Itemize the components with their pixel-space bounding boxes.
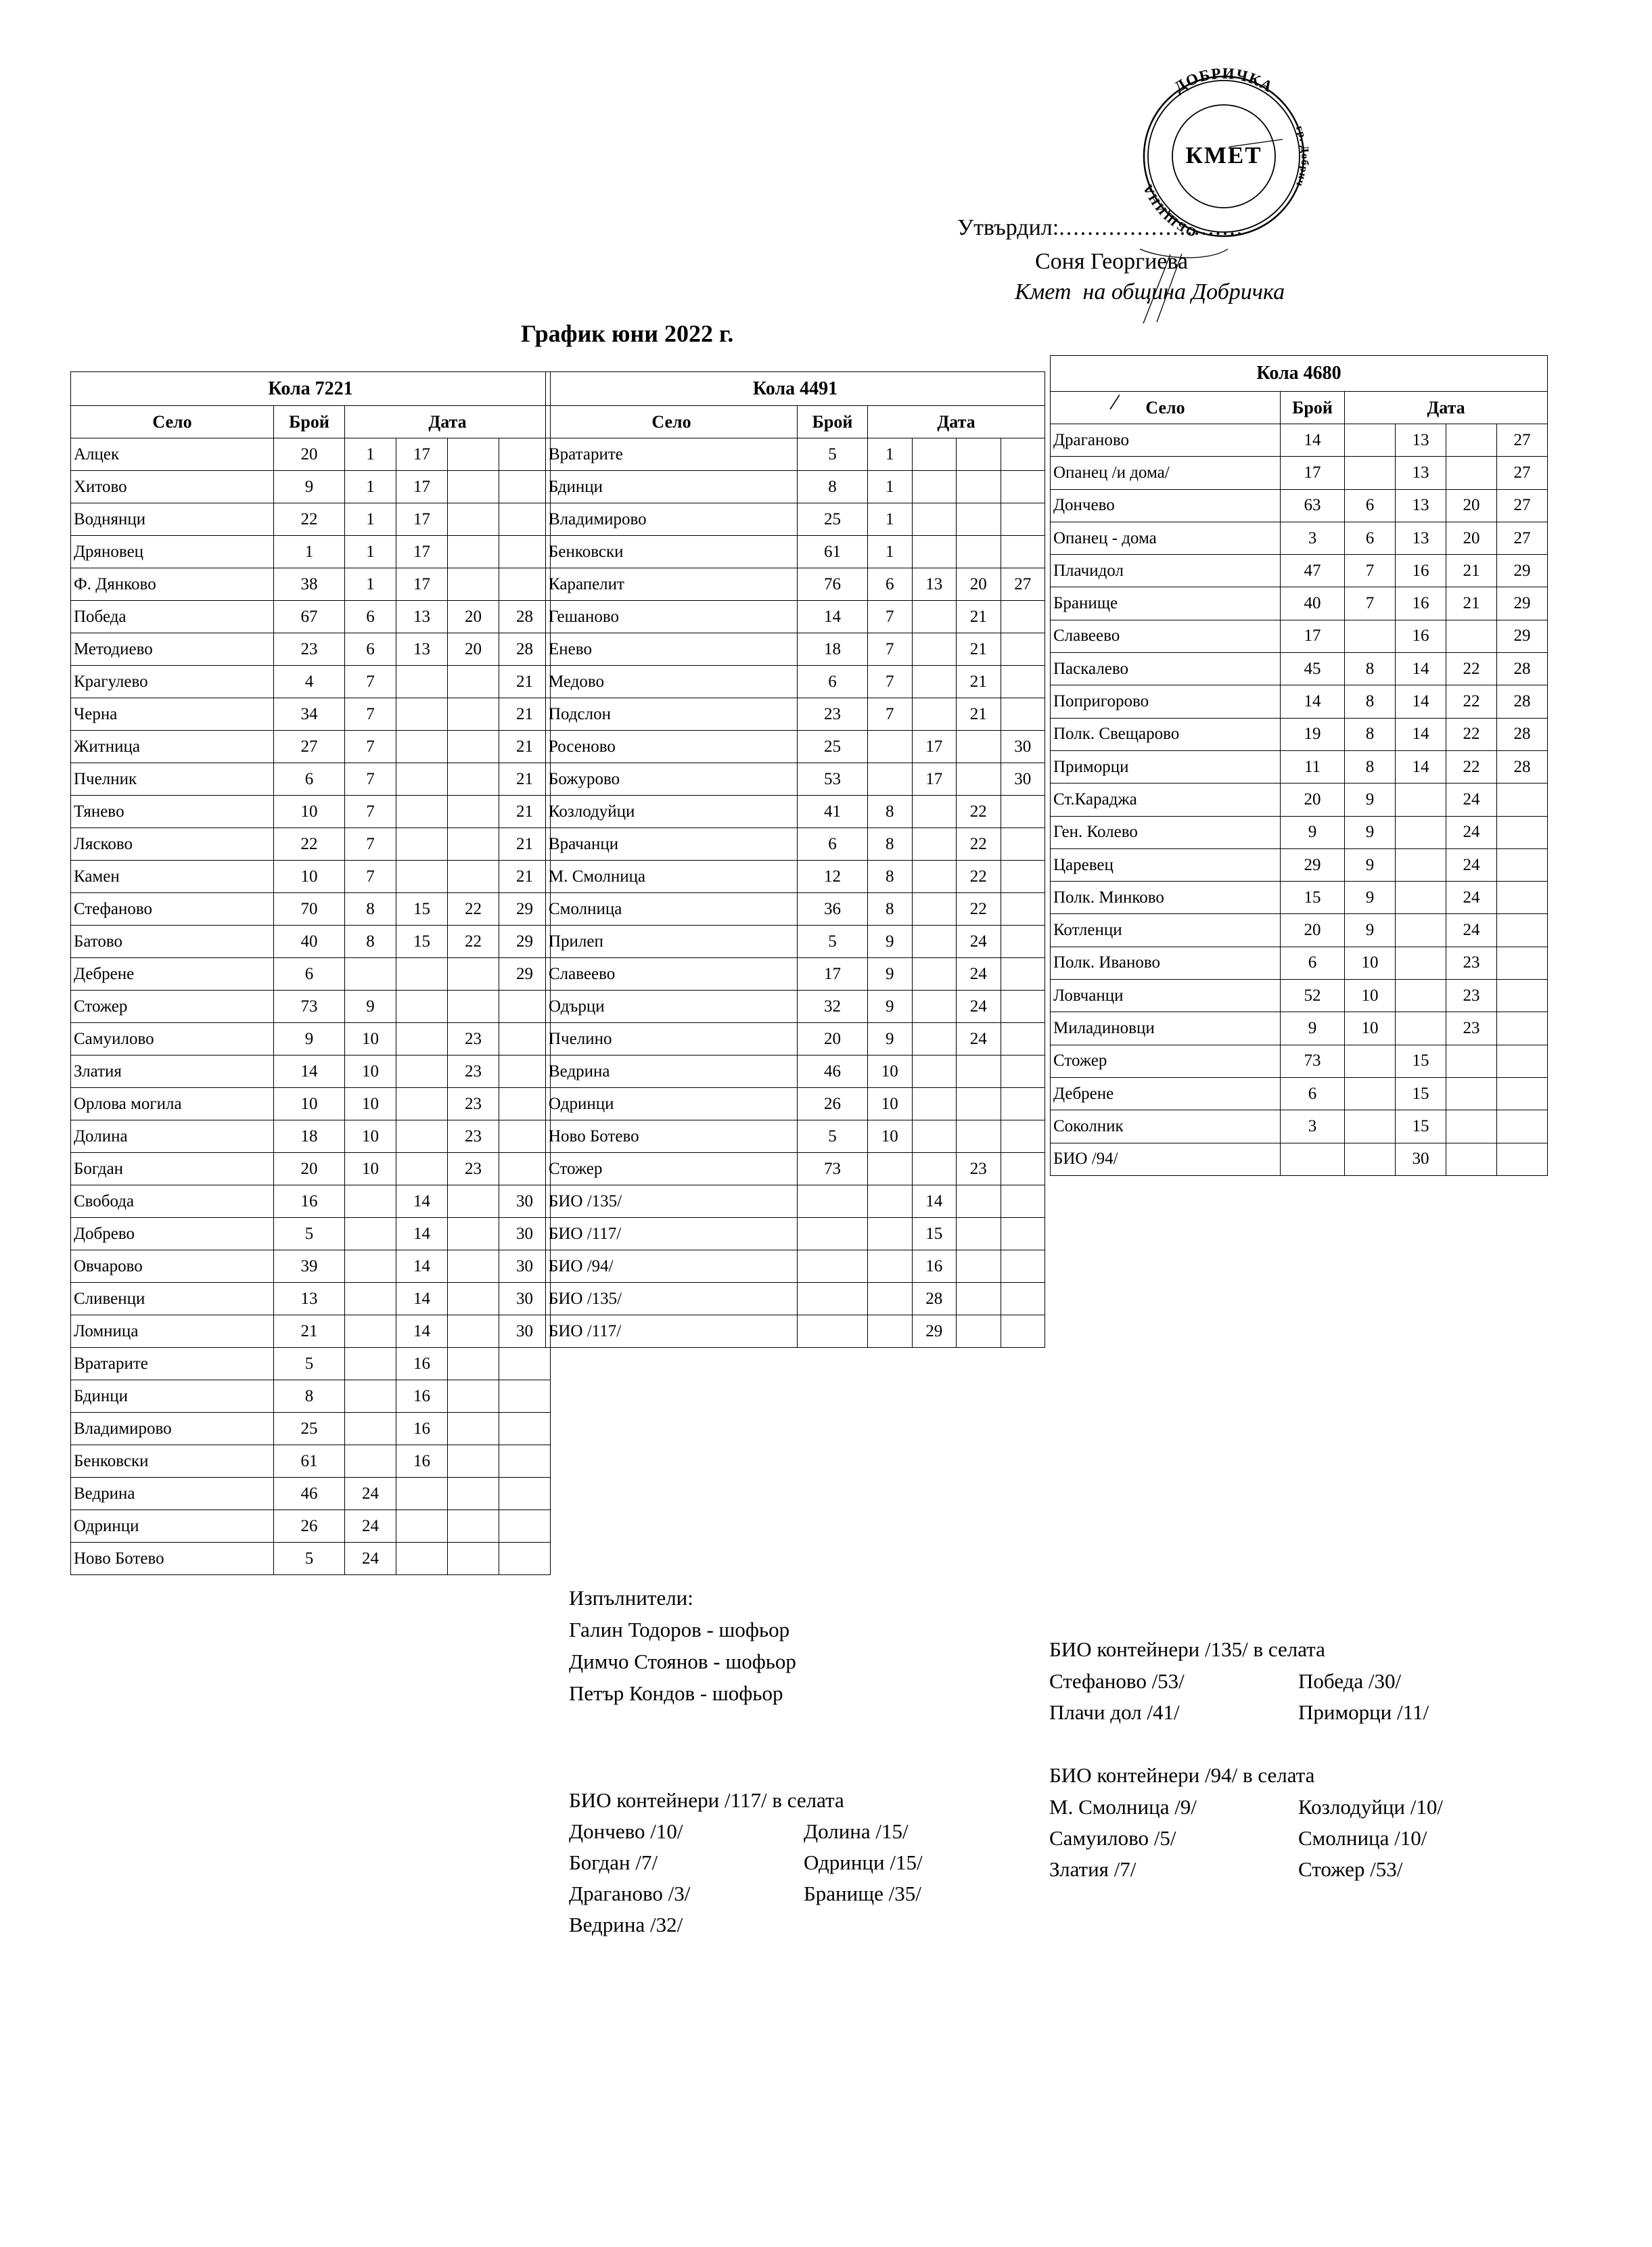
svg-text:гр. Добрич: гр. Добрич	[1293, 124, 1310, 188]
svg-text:ОБЩИНА: ОБЩИНА	[1141, 181, 1199, 240]
svg-text:КМЕТ: КМЕТ	[1185, 142, 1262, 168]
svg-text:ДОБРИЧКА: ДОБРИЧКА	[1171, 65, 1276, 96]
